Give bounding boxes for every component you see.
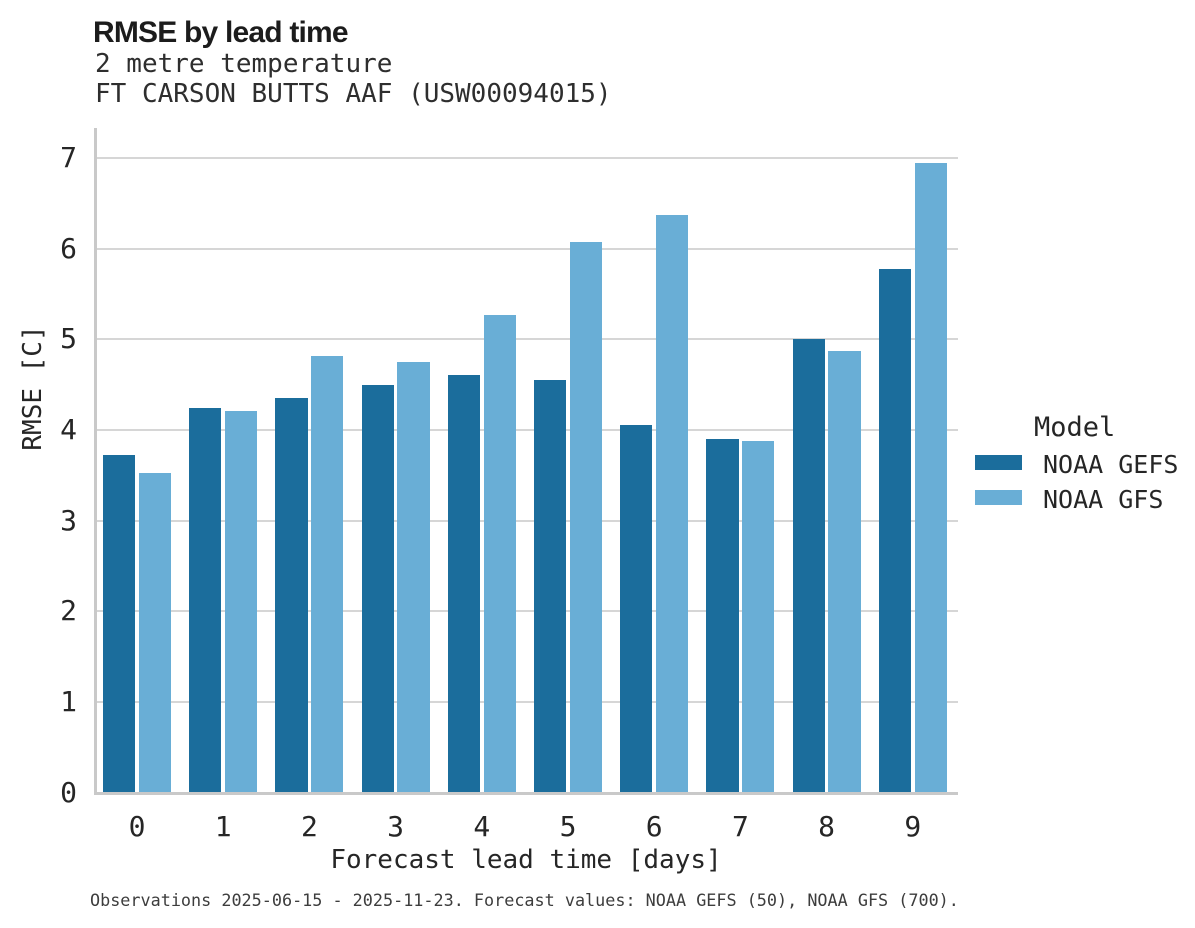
y-tick-label: 4 [60, 412, 77, 446]
bar-noaa-gfs-8 [828, 351, 861, 794]
y-gridline [95, 247, 958, 250]
x-tick-label: 4 [473, 810, 491, 843]
bar-noaa-gefs-2 [275, 398, 308, 794]
y-axis-title: RMSE [C] [18, 325, 48, 451]
y-tick-label: 5 [60, 322, 77, 356]
bar-noaa-gefs-8 [792, 339, 825, 794]
y-gridline [95, 157, 958, 159]
bar-noaa-gefs-9 [878, 268, 911, 794]
y-gridline [95, 338, 958, 341]
y-tick-label: 6 [60, 231, 77, 265]
x-tick-label: 2 [300, 810, 318, 843]
y-gridline [95, 519, 958, 522]
x-tick-label: 5 [559, 810, 577, 843]
x-tick-label: 8 [818, 810, 836, 843]
bar-noaa-gfs-9 [914, 162, 947, 794]
bar-noaa-gefs-0 [102, 455, 136, 794]
y-tick-label: 3 [60, 503, 77, 537]
bar-noaa-gfs-5 [569, 242, 603, 794]
chart-subtitle-variable: 2 metre temperature [95, 49, 393, 79]
x-tick-label: 9 [904, 810, 922, 843]
x-tick-label: 7 [731, 810, 749, 843]
chart-title: RMSE by lead time [93, 16, 349, 49]
bar-noaa-gefs-1 [189, 408, 222, 794]
y-tick-label: 0 [60, 775, 77, 809]
bar-noaa-gfs-1 [225, 410, 258, 794]
bar-noaa-gefs-6 [620, 425, 653, 794]
bar-noaa-gfs-4 [483, 314, 516, 794]
y-tick-label: 1 [60, 684, 77, 718]
bar-noaa-gefs-4 [447, 374, 480, 794]
y-gridline [95, 700, 958, 703]
bar-noaa-gfs-6 [656, 215, 689, 794]
y-gridline [95, 428, 958, 431]
bar-noaa-gfs-3 [397, 361, 430, 794]
bar-noaa-gefs-5 [533, 380, 567, 794]
x-tick-label: 0 [128, 810, 146, 843]
legend-label-noaa-gfs: NOAA GFS [1043, 485, 1164, 514]
bar-noaa-gefs-7 [706, 438, 739, 794]
y-gridline [95, 610, 958, 613]
legend-swatch-noaa-gfs [975, 490, 1022, 505]
chart-subtitle-station: FT CARSON BUTTS AAF (USW00094015) [95, 79, 612, 109]
bar-noaa-gefs-3 [361, 384, 394, 794]
legend-label-noaa-gefs: NOAA GEFS [1043, 450, 1179, 479]
bar-noaa-gfs-7 [742, 440, 775, 794]
y-axis-line [94, 128, 97, 795]
x-tick-label: 6 [645, 810, 663, 843]
x-tick-label: 3 [387, 810, 405, 843]
bar-noaa-gfs-2 [311, 355, 344, 794]
caption: Observations 2025-06-15 - 2025-11-23. Fo… [90, 890, 959, 910]
y-tick-label: 7 [60, 141, 77, 174]
legend-swatch-noaa-gefs [975, 455, 1022, 470]
y-tick-label: 2 [60, 594, 77, 628]
legend-title: Model [1034, 412, 1116, 443]
x-axis-title: Forecast lead time [days] [330, 845, 722, 875]
x-tick-label: 1 [214, 810, 232, 843]
x-axis-line [94, 792, 958, 795]
bar-noaa-gfs-0 [138, 472, 172, 794]
